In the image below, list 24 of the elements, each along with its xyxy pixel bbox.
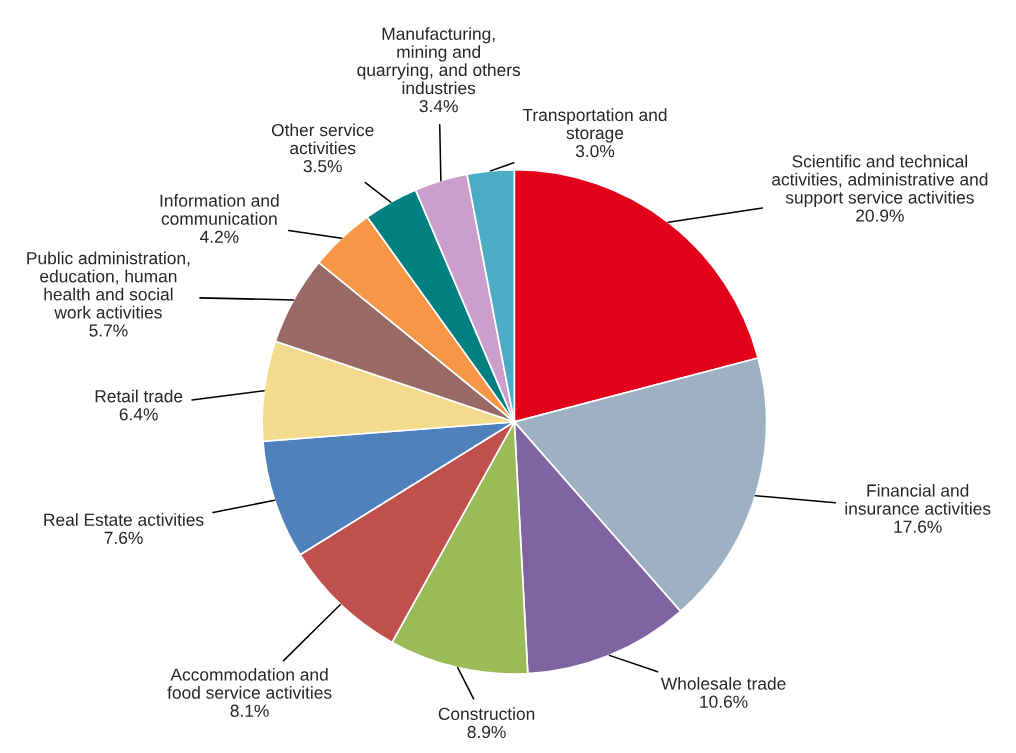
- data-label: 6.4%: [119, 408, 158, 421]
- slice-label: Transportation and storage: [522, 108, 667, 143]
- data-label: 8.9%: [467, 725, 506, 739]
- data-label: 17.6%: [894, 520, 942, 533]
- slice-label: Other service activities: [271, 123, 374, 155]
- data-label: 5.7%: [89, 324, 128, 337]
- data-label: 10.6%: [700, 695, 748, 708]
- slice-label: Real Estate activities: [44, 513, 204, 526]
- slice-label: Retail trade: [95, 389, 183, 403]
- slice-label: Construction: [438, 707, 535, 721]
- data-label: 4.2%: [199, 230, 239, 243]
- slice-label: Financial and insurance activities: [845, 483, 991, 515]
- data-label: 20.9%: [856, 209, 904, 222]
- data-label: 3.5%: [303, 160, 342, 173]
- data-label: 3.0%: [575, 144, 615, 158]
- data-label: 3.4%: [419, 99, 458, 113]
- slice-label: Wholesale trade: [660, 677, 786, 690]
- data-label: 7.6%: [104, 531, 143, 544]
- slice-label: Information and communication: [160, 194, 279, 225]
- slice-label: Scientific and technical activities, administrative and support service activities: [772, 154, 988, 208]
- slice-label: Public administration, education, human health and social work activities: [27, 251, 190, 319]
- slice-label: Accommodation and food service activities: [167, 667, 332, 699]
- data-label: 8.1%: [230, 704, 269, 717]
- slice-label: Manufacturing, mining and quarrying, and others industries: [357, 27, 521, 95]
